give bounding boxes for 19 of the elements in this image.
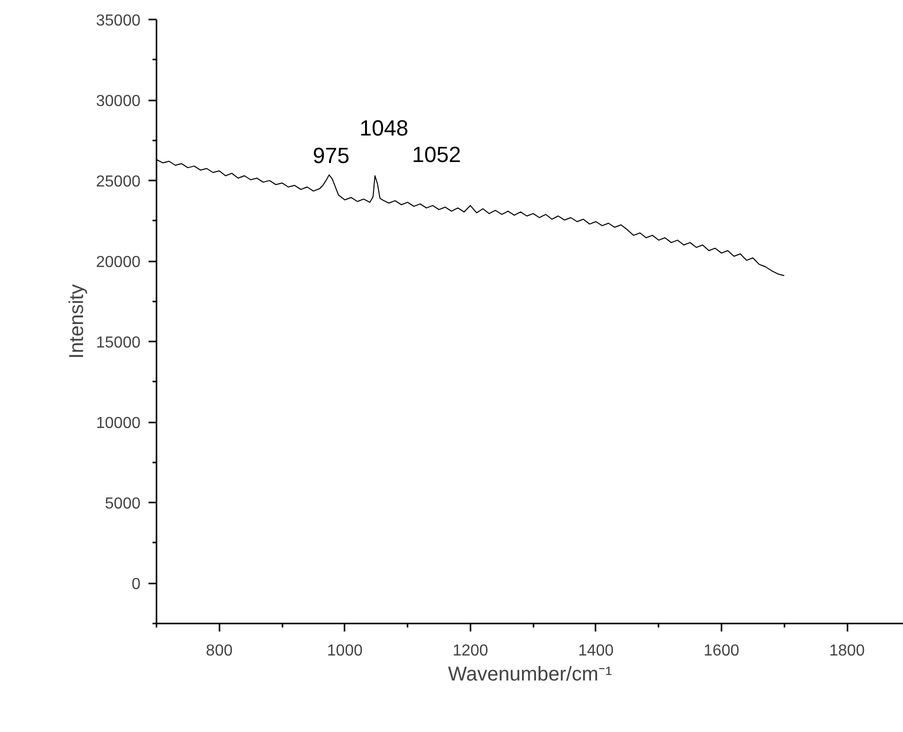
x-tick-label: 800 <box>206 642 233 660</box>
y-tick-label: 0 <box>132 576 141 594</box>
x-tick-label: 1400 <box>578 642 614 660</box>
y-tick-label: 5000 <box>104 496 141 513</box>
y-tick-label: 20000 <box>96 254 141 272</box>
y-tick-label: 35000 <box>96 12 141 30</box>
annotation: 1048 <box>359 116 408 141</box>
y-tick-label: 30000 <box>96 93 141 110</box>
x-tick-label: 1800 <box>829 642 865 660</box>
x-tick-label: 1200 <box>452 642 488 660</box>
x-axis-title: Wavenumber/cm⁻¹ <box>448 664 612 686</box>
x-tick-label: 1600 <box>704 642 740 660</box>
annotation: 1052 <box>412 142 461 167</box>
annotation: 975 <box>312 142 350 168</box>
y-tick-label: 25000 <box>96 174 141 191</box>
y-tick-label: 15000 <box>96 334 141 352</box>
y-tick-label: 10000 <box>96 415 141 432</box>
x-tick-label: 1000 <box>327 642 363 660</box>
y-axis-title: Intensity <box>66 284 88 359</box>
